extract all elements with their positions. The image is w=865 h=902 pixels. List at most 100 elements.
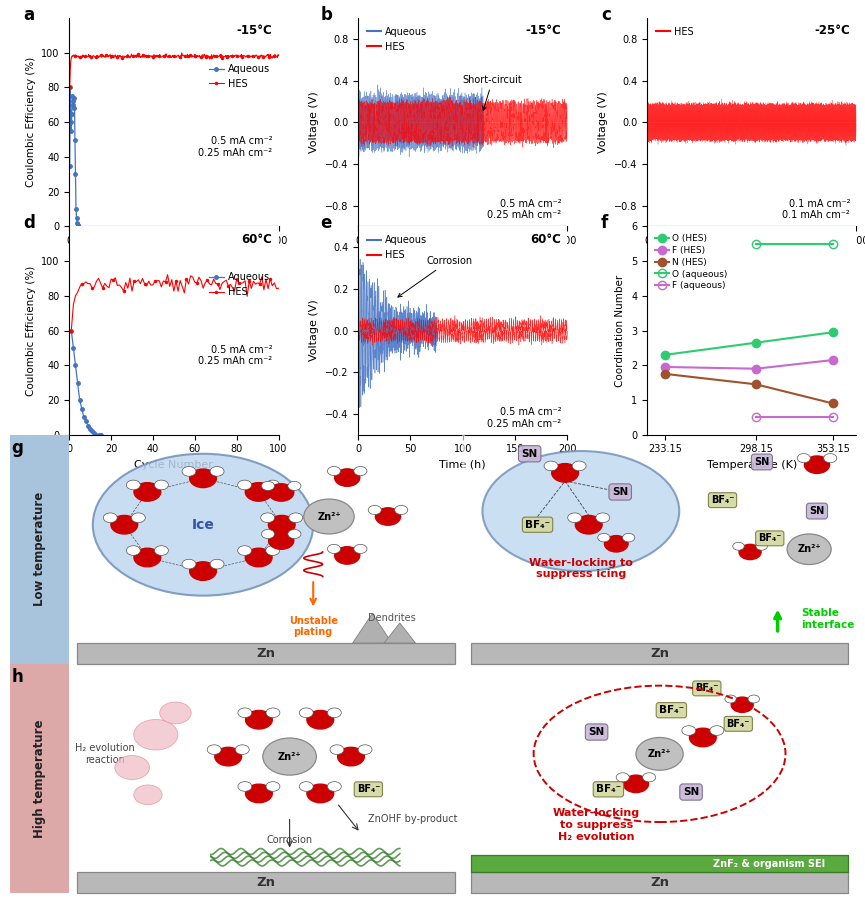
Aqueous [95,429,106,440]
Aqueous [66,125,76,136]
Text: High temperature: High temperature [33,719,46,838]
HES [196,51,207,62]
Text: Zn: Zn [257,647,275,660]
Circle shape [823,454,836,463]
X-axis label: Temperature (K): Temperature (K) [707,460,797,470]
Text: Short-circuit: Short-circuit [463,75,522,110]
Line: O (HES): O (HES) [661,328,837,359]
O (aqueous) [828,238,838,249]
Text: BF₄⁻: BF₄⁻ [596,785,621,795]
Circle shape [643,773,656,782]
Circle shape [155,480,169,490]
Text: -15°C: -15°C [525,24,561,37]
Ellipse shape [483,451,679,571]
Line: F (HES): F (HES) [661,356,837,373]
Legend: Aqueous, HES: Aqueous, HES [363,23,432,56]
X-axis label: Time (h): Time (h) [439,252,486,262]
Aqueous [93,429,104,440]
HES [90,51,100,62]
Circle shape [358,745,372,754]
FancyBboxPatch shape [471,872,849,893]
F (HES) [751,364,761,374]
FancyBboxPatch shape [77,872,455,893]
Circle shape [103,513,118,522]
O (HES) [660,349,670,360]
Legend: Aqueous, HES: Aqueous, HES [205,60,273,93]
Polygon shape [384,623,415,643]
Circle shape [575,515,602,534]
N (HES) [751,379,761,390]
Aqueous [70,360,80,371]
X-axis label: Cycle Number: Cycle Number [134,460,214,470]
Aqueous [65,82,75,93]
Text: -25°C: -25°C [814,24,850,37]
Circle shape [155,546,169,556]
Circle shape [307,784,334,803]
Circle shape [182,559,196,569]
Aqueous [79,412,89,423]
Circle shape [210,559,224,569]
HES [273,283,284,294]
Circle shape [266,546,279,556]
HES [217,51,227,61]
HES [175,275,185,286]
Legend: O (HES), F (HES), N (HES), O (aqueous), F (aqueous): O (HES), F (HES), N (HES), O (aqueous), … [651,231,731,294]
Text: h: h [12,668,23,686]
Circle shape [544,461,558,471]
Aqueous [66,116,76,127]
Circle shape [189,562,216,580]
Aqueous [71,204,81,215]
F (HES) [660,362,670,373]
Text: BF₄⁻: BF₄⁻ [659,705,684,715]
Line: Aqueous: Aqueous [69,329,102,437]
Text: g: g [12,439,23,457]
Circle shape [134,720,178,750]
FancyBboxPatch shape [471,643,849,664]
Circle shape [335,469,360,486]
Circle shape [689,728,716,747]
Aqueous [71,212,81,223]
Aqueous [68,343,79,354]
HES [65,82,75,93]
Circle shape [337,747,364,766]
Text: BF₄⁻: BF₄⁻ [695,684,719,694]
Line: HES: HES [68,51,279,88]
Circle shape [567,513,581,522]
Ellipse shape [93,454,313,595]
Aqueous [67,91,78,102]
Text: Dendrites: Dendrites [368,613,416,623]
Aqueous [73,221,83,232]
Circle shape [238,546,252,556]
Text: -15°C: -15°C [236,24,272,37]
Circle shape [798,454,811,463]
Circle shape [111,515,138,534]
Y-axis label: Voltage (V): Voltage (V) [310,91,319,153]
Text: 0.1 mA cm⁻²
0.1 mAh cm⁻²: 0.1 mA cm⁻² 0.1 mAh cm⁻² [782,199,850,220]
Circle shape [394,505,407,514]
Circle shape [327,782,342,791]
Text: BF₄⁻: BF₄⁻ [356,785,380,795]
Aqueous [73,377,83,388]
Text: Zn: Zn [650,876,669,889]
Aqueous [67,99,78,110]
Circle shape [299,708,313,718]
Text: Stable
interface: Stable interface [801,608,855,630]
Text: a: a [23,5,35,23]
X-axis label: Cycle Number: Cycle Number [134,252,214,262]
Text: Corrosion: Corrosion [398,256,472,297]
Circle shape [375,508,400,525]
Text: Unstable
plating: Unstable plating [289,616,337,638]
Text: Zn: Zn [650,647,669,660]
Aqueous [73,219,83,230]
Legend: Aqueous, HES: Aqueous, HES [363,231,432,264]
Aqueous [65,161,75,171]
Circle shape [739,544,761,559]
Text: BF₄⁻: BF₄⁻ [711,495,734,505]
Text: e: e [320,214,332,232]
Aqueous [80,416,91,427]
HES [273,50,284,60]
Text: Zn²⁺: Zn²⁺ [648,749,671,759]
Y-axis label: Voltage (V): Voltage (V) [310,299,319,362]
Circle shape [115,756,150,779]
Circle shape [327,708,342,718]
